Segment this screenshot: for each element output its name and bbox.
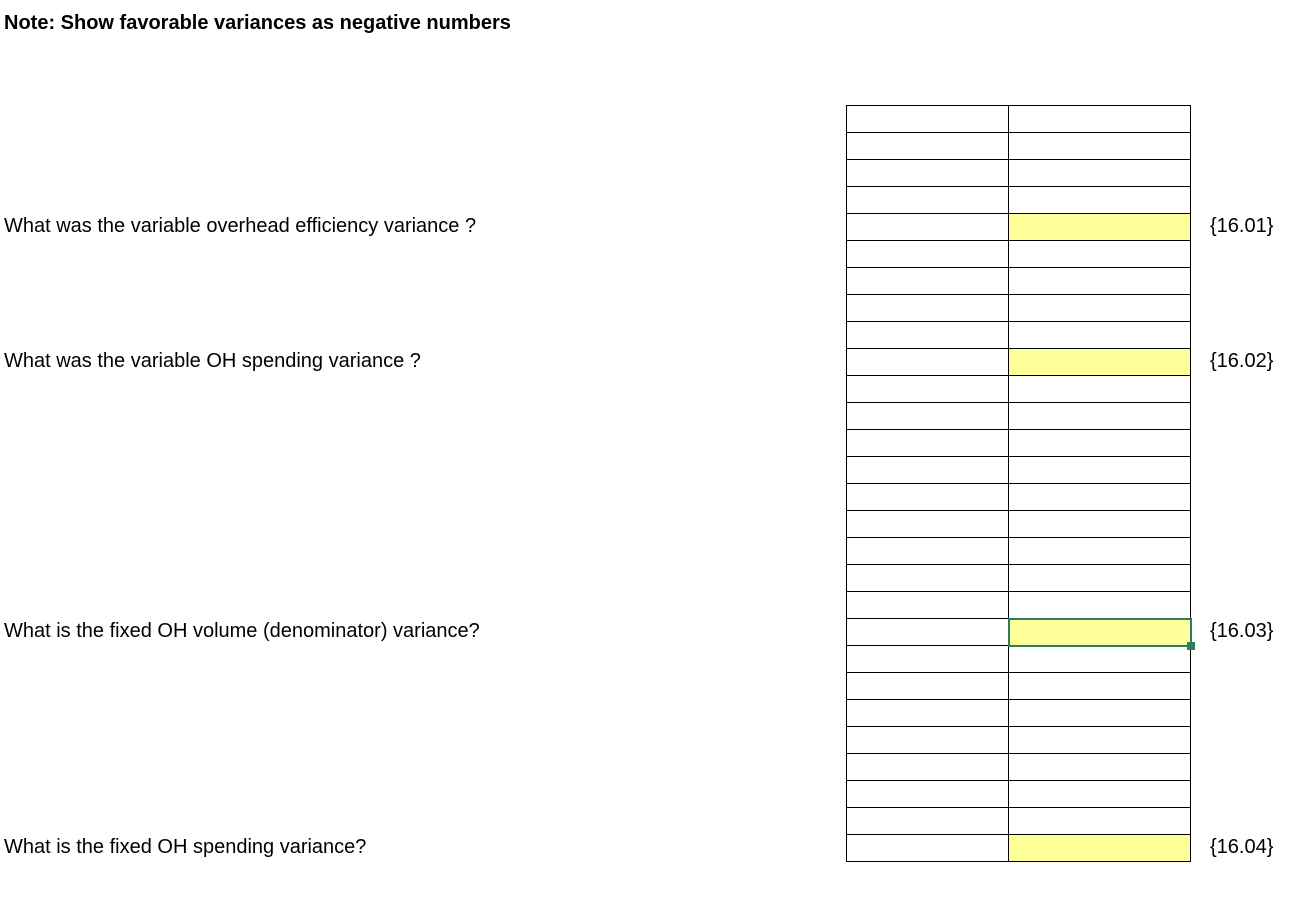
answer-reference-code: {16.03} (1210, 620, 1273, 643)
grid-cell[interactable] (1009, 781, 1191, 808)
answer-reference-code: {16.01} (1210, 215, 1273, 238)
grid-cell[interactable] (847, 214, 1009, 241)
grid-cell[interactable] (1009, 187, 1191, 214)
grid-cell[interactable] (1009, 565, 1191, 592)
grid-cell[interactable] (847, 160, 1009, 187)
grid-cell[interactable] (847, 754, 1009, 781)
answer-input-cell[interactable] (1009, 619, 1191, 646)
grid-cell[interactable] (1009, 295, 1191, 322)
answer-input-cell[interactable] (1009, 214, 1191, 241)
grid-cell[interactable] (847, 619, 1009, 646)
grid-cell[interactable] (1009, 133, 1191, 160)
grid-cell[interactable] (1009, 700, 1191, 727)
answer-input-cell[interactable] (1009, 835, 1191, 862)
grid-cell[interactable] (847, 133, 1009, 160)
grid-cell[interactable] (1009, 754, 1191, 781)
grid-cell[interactable] (847, 781, 1009, 808)
grid-cell[interactable] (847, 403, 1009, 430)
grid-cell[interactable] (847, 241, 1009, 268)
grid-cell[interactable] (847, 565, 1009, 592)
grid-cell[interactable] (1009, 457, 1191, 484)
question-text: What is the fixed OH spending variance? (4, 836, 366, 859)
grid-cell[interactable] (847, 349, 1009, 376)
grid-cell[interactable] (1009, 538, 1191, 565)
grid-cell[interactable] (1009, 511, 1191, 538)
grid-cell[interactable] (1009, 322, 1191, 349)
grid-cell[interactable] (1009, 160, 1191, 187)
grid-cell[interactable] (1009, 106, 1191, 133)
question-text: What was the variable OH spending varian… (4, 350, 421, 373)
question-text: What is the fixed OH volume (denominator… (4, 620, 480, 643)
grid-cell[interactable] (847, 700, 1009, 727)
grid-cell[interactable] (847, 457, 1009, 484)
answer-reference-code: {16.04} (1210, 836, 1273, 859)
grid-cell[interactable] (847, 322, 1009, 349)
grid-cell[interactable] (1009, 673, 1191, 700)
grid-cell[interactable] (847, 835, 1009, 862)
answer-input-cell[interactable] (1009, 349, 1191, 376)
grid-cell[interactable] (1009, 646, 1191, 673)
grid-cell[interactable] (1009, 430, 1191, 457)
grid-cell[interactable] (847, 646, 1009, 673)
grid-cell[interactable] (1009, 727, 1191, 754)
grid-cell[interactable] (1009, 592, 1191, 619)
grid-cell[interactable] (1009, 376, 1191, 403)
grid-cell[interactable] (847, 511, 1009, 538)
grid-cell[interactable] (1009, 241, 1191, 268)
question-text: What was the variable overhead efficienc… (4, 215, 476, 238)
worksheet-grid[interactable] (846, 105, 1191, 862)
grid-cell[interactable] (847, 106, 1009, 133)
grid-cell[interactable] (847, 376, 1009, 403)
grid-cell[interactable] (847, 727, 1009, 754)
grid-cell[interactable] (847, 592, 1009, 619)
grid-cell[interactable] (1009, 403, 1191, 430)
instruction-note: Note: Show favorable variances as negati… (4, 12, 511, 35)
grid-cell[interactable] (1009, 268, 1191, 295)
grid-cell[interactable] (847, 673, 1009, 700)
grid-cell[interactable] (847, 187, 1009, 214)
grid-cell[interactable] (1009, 808, 1191, 835)
grid-cell[interactable] (847, 484, 1009, 511)
grid-cell[interactable] (847, 808, 1009, 835)
grid-cell[interactable] (847, 295, 1009, 322)
grid-cell[interactable] (847, 268, 1009, 295)
grid-cell[interactable] (847, 430, 1009, 457)
grid-cell[interactable] (847, 538, 1009, 565)
answer-reference-code: {16.02} (1210, 350, 1273, 373)
grid-cell[interactable] (1009, 484, 1191, 511)
